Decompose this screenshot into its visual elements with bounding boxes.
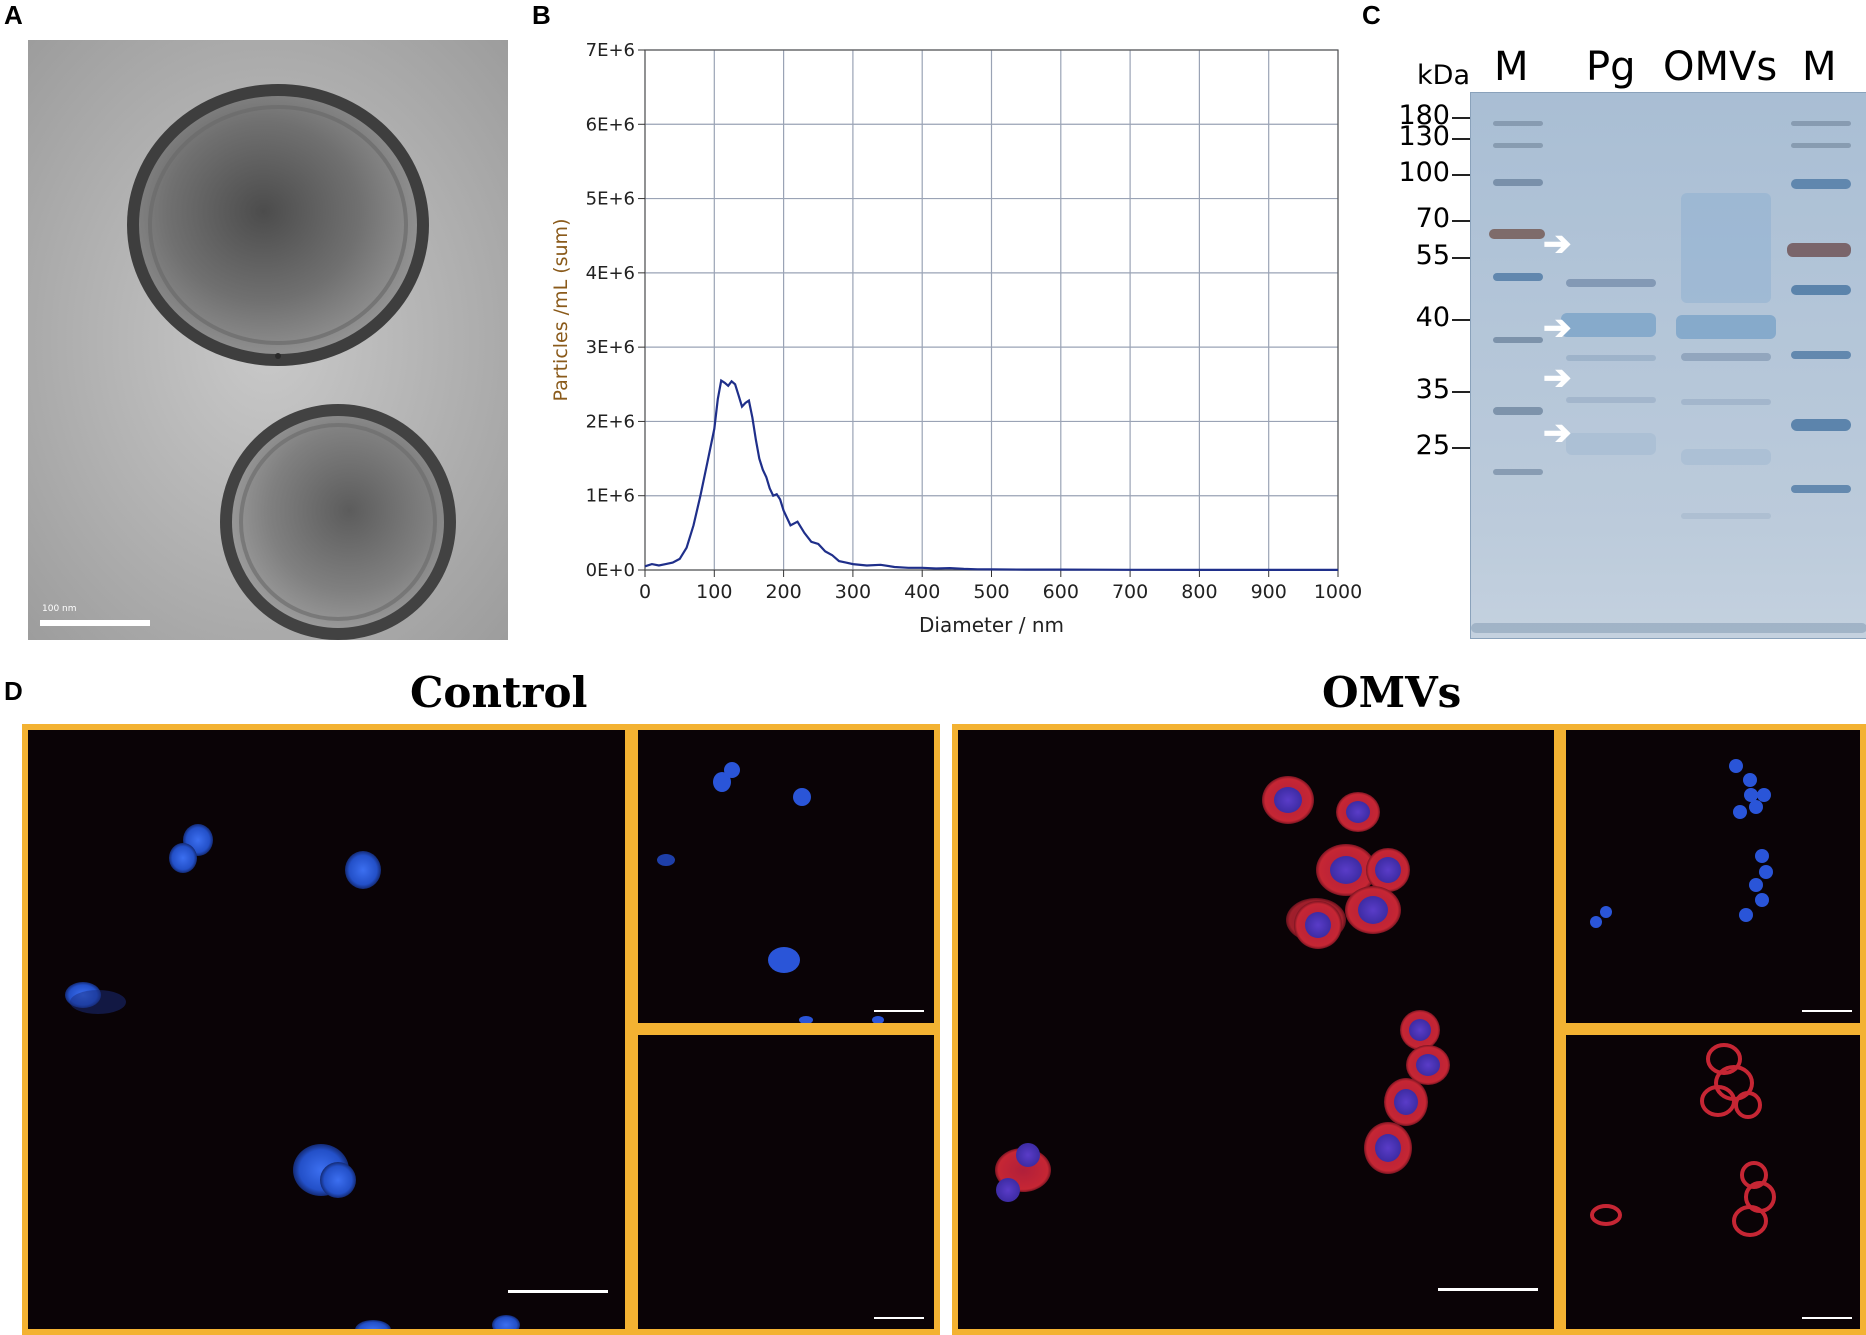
x-tick-label: 400	[904, 581, 940, 603]
omvs-dapi-image	[1566, 730, 1860, 1023]
y-tick-label: 0E+0	[586, 560, 635, 581]
arrow-icon: ➔	[1543, 414, 1572, 452]
scale-bar	[874, 1317, 924, 1319]
x-tick-label: 200	[765, 581, 801, 603]
y-tick-label: 7E+6	[586, 40, 635, 61]
kda-marker-label: 35	[1415, 374, 1450, 405]
control-red-channel-image	[638, 1035, 934, 1329]
condition-title-omvs: OMVs	[1322, 668, 1462, 717]
x-tick-label: 800	[1181, 581, 1217, 603]
arrow-icon: ➔	[1543, 359, 1572, 397]
x-tick-label: 900	[1251, 581, 1287, 603]
scale-bar	[874, 1010, 924, 1012]
control-merged-image	[28, 730, 625, 1329]
lane-label-m-left: M	[1494, 44, 1529, 90]
scale-bar	[1802, 1010, 1852, 1012]
kda-marker-label: 130	[1398, 121, 1450, 152]
lane-label-pg: Pg	[1586, 44, 1636, 90]
panel-letter-c: C	[1362, 0, 1381, 30]
x-axis-label: Diameter / nm	[919, 613, 1064, 637]
kda-marker-tick	[1452, 319, 1482, 321]
panel-letter-b: B	[532, 0, 551, 30]
condition-title-control: Control	[410, 668, 588, 717]
tem-micrograph: 100 nm	[28, 40, 508, 640]
kda-marker-tick	[1452, 391, 1482, 393]
y-tick-label: 3E+6	[586, 337, 635, 358]
x-tick-label: 300	[835, 581, 871, 603]
size-distribution-chart: 0 100 200 300 400 500 600 700 800 900 1000 0E+0 1E+6…	[515, 30, 1375, 650]
scale-bar	[508, 1290, 608, 1293]
x-tick-label: 700	[1112, 581, 1148, 603]
panel-letter-d: D	[4, 676, 23, 706]
control-image-frame	[22, 724, 940, 1335]
kda-marker-tick	[1452, 220, 1482, 222]
kda-marker-label: 180	[1398, 100, 1450, 131]
x-tick-label: 600	[1043, 581, 1079, 603]
tem-image	[28, 40, 508, 640]
kda-marker-label: 55	[1415, 240, 1450, 271]
y-axis-label: Particles /mL (sum)	[550, 219, 572, 402]
lane-label-omvs: OMVs	[1663, 44, 1778, 90]
y-tick-label: 6E+6	[586, 114, 635, 135]
tem-scale-label: 100 nm	[42, 604, 77, 614]
omvs-merged-image	[958, 730, 1554, 1329]
kda-marker-label: 40	[1415, 302, 1450, 333]
vesicle-lower	[220, 404, 456, 640]
kda-marker-tick	[1452, 447, 1482, 449]
panel-letter-a: A	[4, 0, 23, 30]
scale-bar	[1802, 1317, 1852, 1319]
kda-marker-label: 70	[1415, 203, 1450, 234]
omvs-red-channel-image	[1566, 1035, 1860, 1329]
tem-scale-bar	[40, 620, 150, 626]
kda-marker-label: 25	[1415, 430, 1450, 461]
y-tick-label: 1E+6	[586, 486, 635, 507]
x-tick-label: 0	[639, 581, 651, 603]
y-tick-label: 5E+6	[586, 189, 635, 210]
vesicle-upper	[127, 84, 429, 366]
arrow-icon: ➔	[1543, 225, 1572, 263]
kda-marker-label: 100	[1398, 157, 1450, 188]
y-tick-label: 4E+6	[586, 263, 635, 284]
kda-marker-tick	[1452, 138, 1482, 140]
y-tick-label: 2E+6	[586, 411, 635, 432]
kda-axis-label: kDa	[1417, 60, 1470, 91]
chart-svg: 0 100 200 300 400 500 600 700 800 900 1000 0E+0 1E+6…	[550, 40, 1362, 637]
control-dapi-image	[638, 730, 934, 1023]
arrow-icon: ➔	[1543, 309, 1572, 347]
kda-marker-tick	[1452, 174, 1482, 176]
scale-bar	[1438, 1288, 1538, 1291]
x-tick-label: 100	[696, 581, 732, 603]
size-distribution-line	[644, 378, 1338, 571]
kda-marker-tick	[1452, 257, 1482, 259]
omvs-image-frame	[952, 724, 1866, 1335]
sds-page-gel-panel: kDa M Pg OMVs M 180 130 100 70 55 40 35 25	[1370, 40, 1866, 650]
x-tick-label: 1000	[1314, 581, 1362, 603]
gel-image: ➔ ➔ ➔ ➔	[1470, 92, 1866, 639]
x-tick-label: 500	[973, 581, 1009, 603]
kda-marker-tick	[1452, 117, 1482, 119]
lane-label-m-right: M	[1802, 44, 1837, 90]
